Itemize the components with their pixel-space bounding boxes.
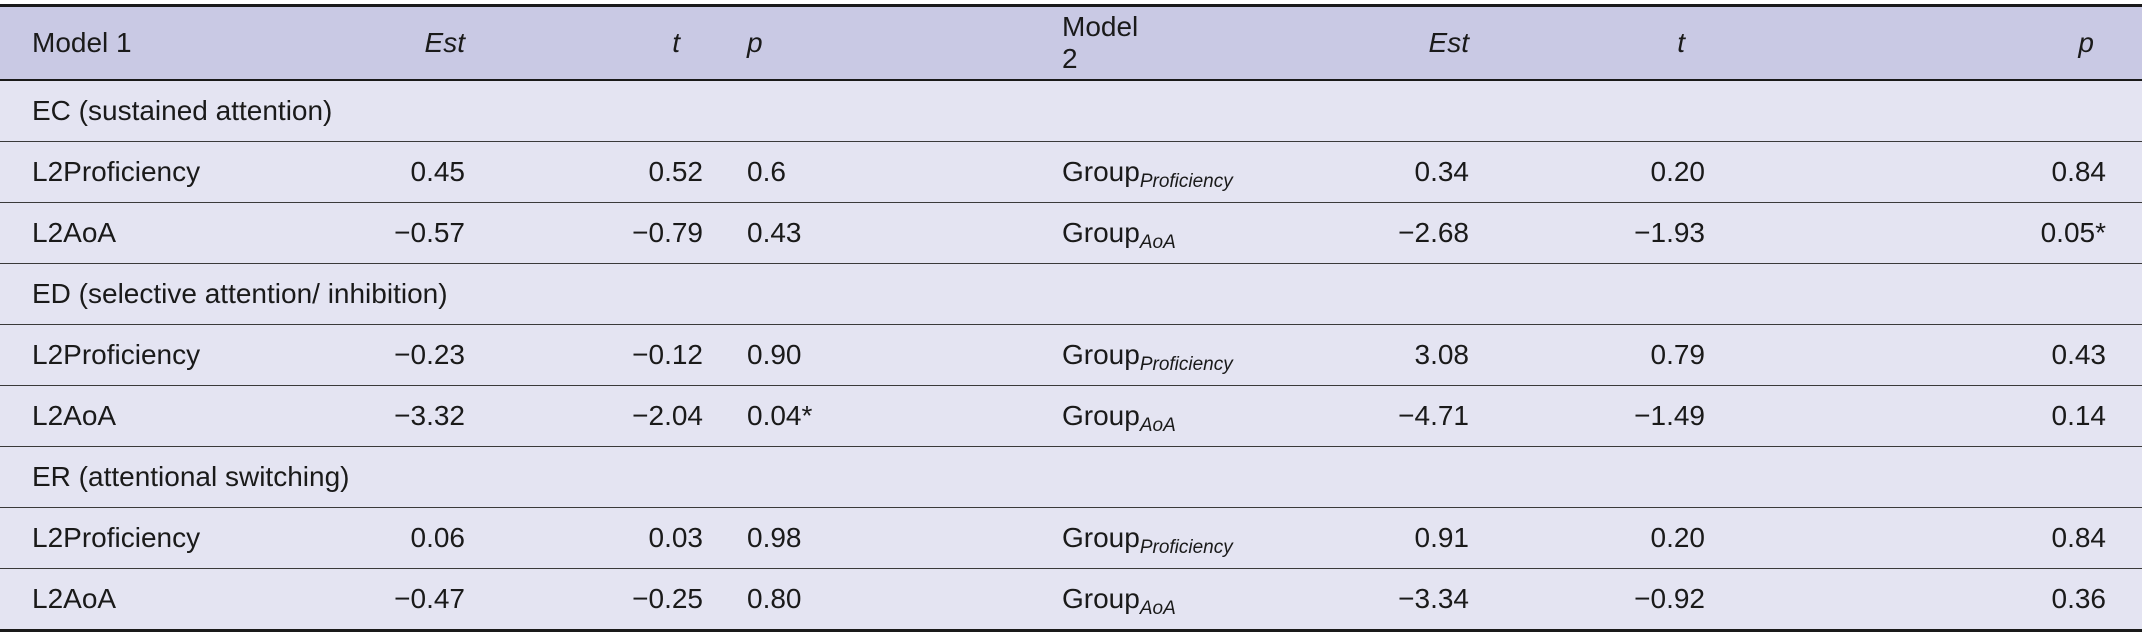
model2-predictor: GroupProficiency	[905, 507, 1233, 569]
group-subscript: AoA	[1139, 415, 1176, 436]
model1-predictor: L2Proficiency	[0, 141, 330, 203]
model1-p: 0.90	[725, 324, 905, 386]
model2-est: −3.34	[1155, 568, 1505, 632]
table-row: L2Proficiency 0.06 0.03 0.98 GroupProficienc…	[0, 507, 2142, 569]
group-subscript: AoA	[1139, 232, 1176, 253]
model1-p: 0.98	[725, 507, 905, 569]
section-title: ED (selective attention/ inhibition)	[0, 263, 2142, 325]
section-row: ED (selective attention/ inhibition)	[0, 263, 2142, 325]
table-row: L2AoA −0.47 −0.25 0.80 GroupAoA −3.34 −0.92 0.3…	[0, 568, 2142, 632]
model1-t: −2.04	[465, 385, 725, 447]
model2-p: 0.84	[1765, 507, 2142, 569]
model1-predictor: L2Proficiency	[0, 507, 330, 569]
section-row: EC (sustained attention)	[0, 80, 2142, 142]
model2-p: 0.36	[1765, 568, 2142, 632]
group-label: Group	[1062, 522, 1140, 553]
model2-t: 0.20	[1505, 141, 1765, 203]
model2-t: −0.92	[1505, 568, 1765, 632]
model1-t: −0.25	[465, 568, 725, 632]
model1-est: −0.47	[330, 568, 465, 632]
model1-est: −3.32	[330, 385, 465, 447]
group-label: Group	[1062, 339, 1140, 370]
model2-est: −2.68	[1155, 202, 1505, 264]
model2-predictor: GroupAoA	[905, 568, 1176, 632]
model2-t: 0.79	[1505, 324, 1765, 386]
model2-p: 0.84	[1765, 141, 2142, 203]
group-subscript: Proficiency	[1139, 171, 1233, 192]
model2-predictor: GroupProficiency	[905, 324, 1233, 386]
section-row: ER (attentional switching)	[0, 446, 2142, 508]
group-label: Group	[1062, 583, 1140, 614]
model2-predictor: GroupAoA	[905, 385, 1176, 447]
model1-predictor: L2Proficiency	[0, 324, 330, 386]
model2-t: −1.93	[1505, 202, 1765, 264]
header-row: Model 1 Est t p Model 2 Est t p	[0, 4, 2142, 81]
model2-est: −4.71	[1155, 385, 1505, 447]
model1-p: 0.6	[725, 141, 905, 203]
model1-est: −0.23	[330, 324, 465, 386]
model1-est: 0.45	[330, 141, 465, 203]
model1-t: 0.52	[465, 141, 725, 203]
group-subscript: AoA	[1139, 598, 1176, 619]
group-label: Group	[1062, 217, 1140, 248]
model2-predictor: GroupAoA	[905, 202, 1176, 264]
group-label: Group	[1062, 156, 1140, 187]
model2-est: 0.34	[1155, 141, 1505, 203]
model1-predictor: L2AoA	[0, 568, 330, 632]
results-table: Model 1 Est t p Model 2 Est t p EC (sust…	[0, 4, 2142, 632]
table-row: L2Proficiency 0.45 0.52 0.6 GroupProficiency…	[0, 141, 2142, 203]
group-subscript: Proficiency	[1139, 537, 1233, 558]
table-body: EC (sustained attention) L2Proficiency 0.4…	[0, 80, 2142, 632]
header-t1: t	[465, 4, 725, 81]
model2-t: −1.49	[1505, 385, 1765, 447]
model1-est: 0.06	[330, 507, 465, 569]
model1-p: 0.80	[725, 568, 905, 632]
header-model1: Model 1	[0, 4, 330, 81]
header-model2: Model 2	[905, 4, 1155, 81]
model1-p: 0.43	[725, 202, 905, 264]
header-est2: Est	[1155, 4, 1505, 81]
header-t2: t	[1505, 4, 1765, 81]
section-title: ER (attentional switching)	[0, 446, 2142, 508]
model2-est: 0.91	[1155, 507, 1505, 569]
model2-est: 3.08	[1155, 324, 1505, 386]
group-subscript: Proficiency	[1139, 354, 1233, 375]
model1-t: 0.03	[465, 507, 725, 569]
model2-p: 0.43	[1765, 324, 2142, 386]
model1-predictor: L2AoA	[0, 202, 330, 264]
header-est1: Est	[330, 4, 465, 81]
model1-t: −0.12	[465, 324, 725, 386]
model1-predictor: L2AoA	[0, 385, 330, 447]
model2-t: 0.20	[1505, 507, 1765, 569]
group-label: Group	[1062, 400, 1140, 431]
header-p1: p	[725, 4, 905, 81]
model1-est: −0.57	[330, 202, 465, 264]
model1-p: 0.04*	[725, 385, 905, 447]
model2-predictor: GroupProficiency	[905, 141, 1233, 203]
header-p2: p	[1765, 4, 2142, 81]
model2-p: 0.14	[1765, 385, 2142, 447]
model2-p: 0.05*	[1765, 202, 2142, 264]
table-row: L2Proficiency −0.23 −0.12 0.90 GroupProficie…	[0, 324, 2142, 386]
model1-t: −0.79	[465, 202, 725, 264]
table-row: L2AoA −3.32 −2.04 0.04* GroupAoA −4.71 −1.49 0.…	[0, 385, 2142, 447]
table-row: L2AoA −0.57 −0.79 0.43 GroupAoA −2.68 −1.93 0.0…	[0, 202, 2142, 264]
section-title: EC (sustained attention)	[0, 80, 2142, 142]
